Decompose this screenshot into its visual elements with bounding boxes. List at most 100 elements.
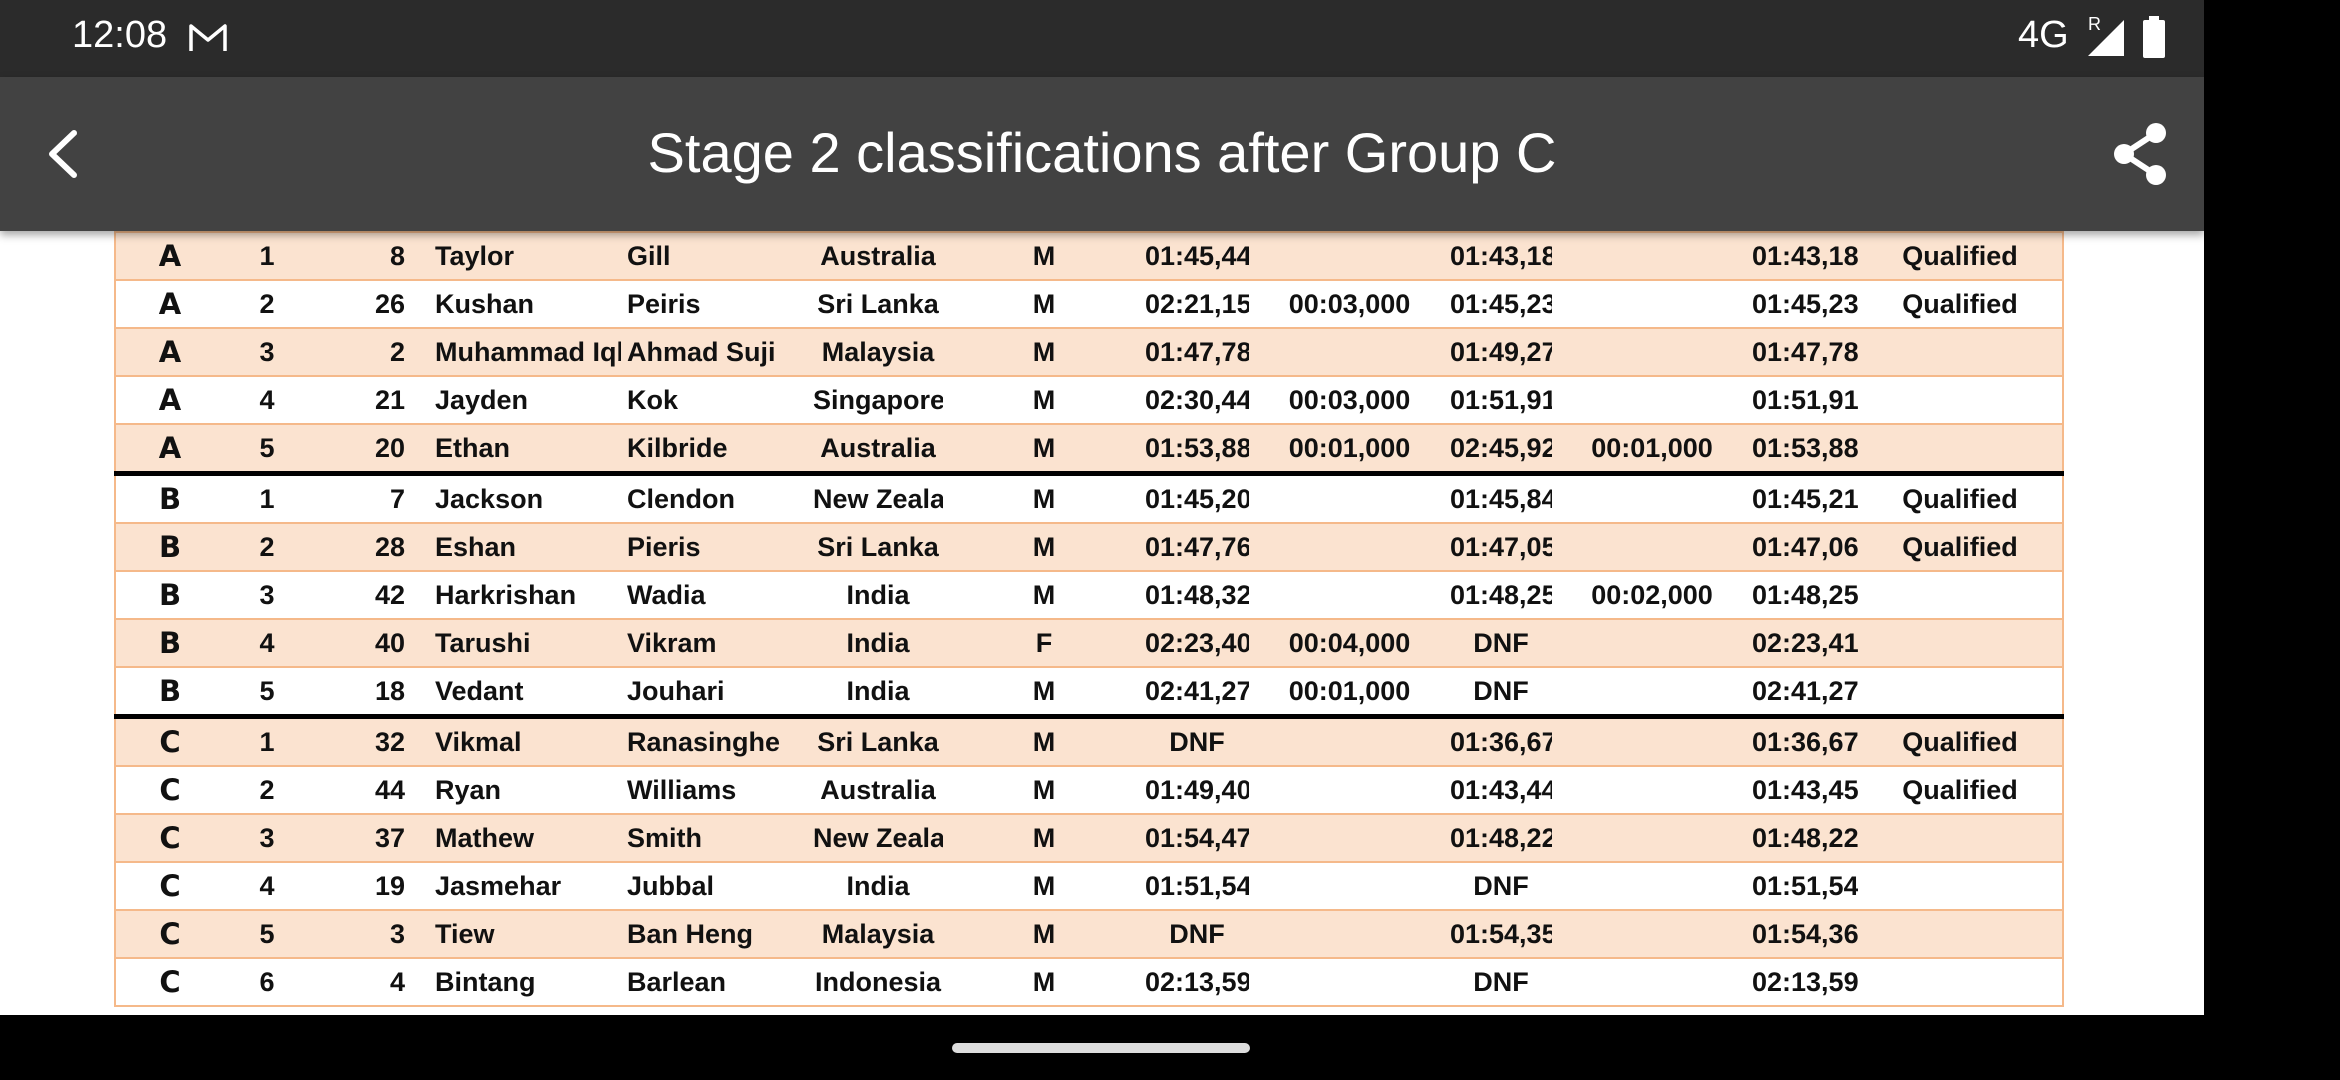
cell-first-name: Jayden [429,375,621,425]
cell-run2-penalty [1552,909,1752,959]
cell-position: 2 [225,765,309,815]
cell-first-name: Mathew [429,813,621,863]
cell-position: 2 [225,522,309,572]
cell-country: New Zealand [813,813,943,863]
cell-first-name: Muhammad Iqbal [429,327,621,377]
cell-group: C [114,813,225,863]
cell-best-time: 01:53,88 [1752,423,1858,475]
cell-last-name: Peiris [621,279,813,329]
cell-best-time: 02:23,41 [1752,618,1858,668]
cell-bib: 19 [309,861,429,911]
cell-run1-time: 02:23,408 [1145,618,1249,668]
cell-group: A [114,279,225,329]
battery-icon [2143,16,2165,58]
cell-best-time: 01:54,36 [1752,909,1858,959]
cell-first-name: Jasmehar [429,861,621,911]
cell-bib: 21 [309,375,429,425]
cell-gender: M [943,570,1145,620]
cell-run1-penalty: 00:03,000 [1249,279,1450,329]
cell-run2-penalty [1552,231,1752,281]
cell-last-name: Jouhari [621,666,813,718]
cell-run1-penalty [1249,909,1450,959]
home-gesture-handle[interactable] [952,1043,1250,1053]
cell-group: A [114,327,225,377]
gmail-icon [189,24,227,51]
cell-gender: M [943,666,1145,718]
cell-position: 4 [225,618,309,668]
cell-run2-time: 01:43,446 [1450,765,1552,815]
status-time: 12:08 [72,14,168,56]
cell-country: India [813,666,943,718]
cell-last-name: Ranasinghe [621,714,813,767]
cell-bib: 28 [309,522,429,572]
cell-run2-time: 01:45,234 [1450,279,1552,329]
cell-position: 5 [225,423,309,475]
cell-last-name: Smith [621,813,813,863]
cell-run2-time: 02:45,927 [1450,423,1552,475]
cell-bib: 20 [309,423,429,475]
cell-run1-penalty [1249,765,1450,815]
cell-position: 5 [225,909,309,959]
cell-run2-penalty [1552,813,1752,863]
cell-gender: M [943,231,1145,281]
cell-run2-penalty [1552,327,1752,377]
roaming-indicator: R [2088,14,2101,34]
cell-group: B [114,618,225,668]
cell-run2-time: 01:48,254 [1450,570,1552,620]
cell-bib: 37 [309,813,429,863]
cell-gender: M [943,375,1145,425]
cell-country: Sri Lanka [813,522,943,572]
cell-run2-time: 01:47,055 [1450,522,1552,572]
cell-group: B [114,522,225,572]
cell-run2-time: 01:48,223 [1450,813,1552,863]
back-button[interactable] [30,119,100,189]
cell-country: India [813,618,943,668]
cell-status [1858,618,2064,668]
cell-position: 3 [225,327,309,377]
cell-run1-penalty [1249,522,1450,572]
cell-run1-penalty [1249,714,1450,767]
cell-run1-time: 01:49,401 [1145,765,1249,815]
cell-best-time: 01:45,21 [1752,471,1858,524]
cell-status [1858,327,2064,377]
document-viewer[interactable]: A18TaylorGillAustraliaM01:45,44401:43,18… [0,231,2204,1015]
cell-run1-penalty [1249,861,1450,911]
cell-status [1858,570,2064,620]
cell-run2-time: DNF [1450,957,1552,1007]
navigation-bar [0,1015,2340,1080]
cell-last-name: Wadia [621,570,813,620]
cell-run1-time: 01:54,473 [1145,813,1249,863]
cell-bib: 42 [309,570,429,620]
cell-position: 1 [225,231,309,281]
cell-country: Australia [813,765,943,815]
cell-group: A [114,231,225,281]
cell-country: Sri Lanka [813,279,943,329]
cell-gender: M [943,765,1145,815]
cell-status: Qualified [1858,714,2064,767]
table-row: A520EthanKilbrideAustraliaM01:53,88100:0… [114,423,2064,475]
cell-position: 2 [225,279,309,329]
share-button[interactable] [2108,119,2174,189]
cell-gender: M [943,861,1145,911]
cell-best-time: 01:48,22 [1752,813,1858,863]
cell-gender: M [943,423,1145,475]
cell-gender: M [943,714,1145,767]
cell-run1-penalty: 00:04,000 [1249,618,1450,668]
cell-best-time: 01:47,78 [1752,327,1858,377]
cell-run2-time: DNF [1450,618,1552,668]
network-type: 4G [2018,14,2069,56]
status-bar: 12:08 4G R [0,0,2204,77]
cell-last-name: Ahmad Suji [621,327,813,377]
cell-run1-time: 01:48,329 [1145,570,1249,620]
cell-first-name: Vedant [429,666,621,718]
cell-bib: 2 [309,327,429,377]
cell-best-time: 01:51,54 [1752,861,1858,911]
cell-position: 4 [225,375,309,425]
cell-status [1858,423,2064,475]
table-row: A421JaydenKokSingaporeM02:30,44100:03,00… [114,375,2064,425]
cell-gender: M [943,957,1145,1007]
